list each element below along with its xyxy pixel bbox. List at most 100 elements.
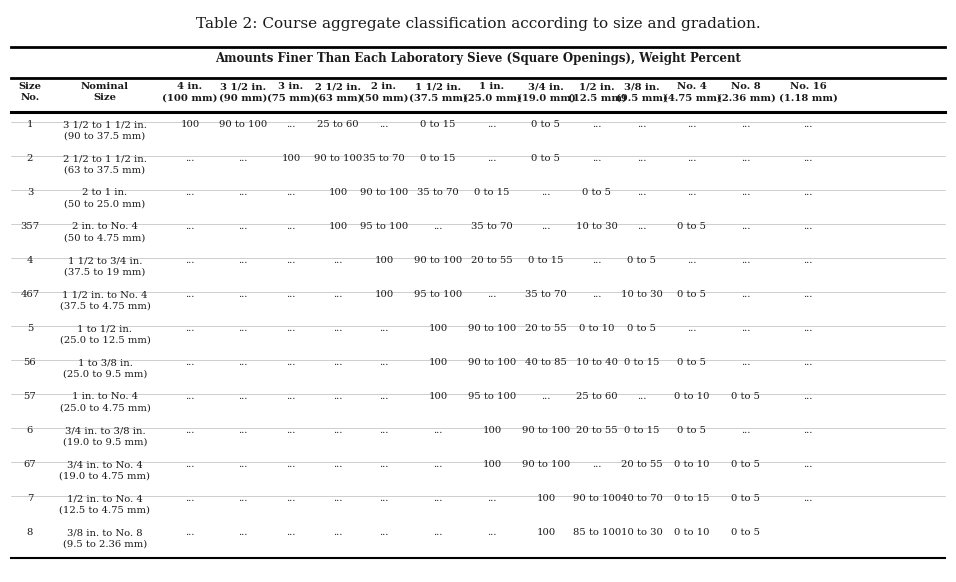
Text: 4 in.
(100 mm): 4 in. (100 mm) [163,82,218,102]
Text: ...: ... [334,528,342,537]
Text: 100: 100 [483,460,502,469]
Text: ...: ... [238,426,248,435]
Text: 0 to 5: 0 to 5 [678,358,706,367]
Text: ...: ... [541,392,551,401]
Text: 10 to 30: 10 to 30 [576,222,618,231]
Text: 6: 6 [27,426,33,435]
Text: 467: 467 [20,290,39,299]
Text: ...: ... [286,256,295,265]
Text: ...: ... [638,188,646,197]
Text: 8: 8 [27,528,33,537]
Text: 90 to 100: 90 to 100 [522,426,570,435]
Text: ...: ... [488,494,497,503]
Text: ...: ... [803,460,813,469]
Text: ...: ... [286,494,295,503]
Text: ...: ... [593,256,601,265]
Text: No. 4
(4.75 mm): No. 4 (4.75 mm) [663,82,722,102]
Text: ...: ... [334,324,342,333]
Text: ...: ... [593,460,601,469]
Text: 0 to 5: 0 to 5 [678,426,706,435]
Text: ...: ... [638,392,646,401]
Text: 0 to 15: 0 to 15 [674,494,709,503]
Text: ...: ... [334,426,342,435]
Text: 90 to 100: 90 to 100 [522,460,570,469]
Text: 1 1/2 in. to No. 4
(37.5 to 4.75 mm): 1 1/2 in. to No. 4 (37.5 to 4.75 mm) [59,290,150,310]
Text: 0 to 5: 0 to 5 [582,188,612,197]
Text: ...: ... [380,426,389,435]
Text: ...: ... [185,494,195,503]
Text: ...: ... [638,222,646,231]
Text: 57: 57 [24,392,36,401]
Text: ...: ... [433,528,443,537]
Text: ...: ... [741,222,750,231]
Text: ...: ... [185,188,195,197]
Text: 357: 357 [20,222,39,231]
Text: ...: ... [185,426,195,435]
Text: ...: ... [185,290,195,299]
Text: ...: ... [286,426,295,435]
Text: ...: ... [687,154,697,163]
Text: ...: ... [286,358,295,367]
Text: ...: ... [238,528,248,537]
Text: 0 to 10: 0 to 10 [579,324,615,333]
Text: 56: 56 [24,358,36,367]
Text: 10 to 30: 10 to 30 [621,290,663,299]
Text: 0 to 5: 0 to 5 [532,154,560,163]
Text: ...: ... [803,392,813,401]
Text: 3 1/2 in.
(90 mm): 3 1/2 in. (90 mm) [219,82,267,102]
Text: ...: ... [185,528,195,537]
Text: ...: ... [380,120,389,129]
Text: 90 to 100: 90 to 100 [314,154,362,163]
Text: ...: ... [687,324,697,333]
Text: 3/4 in.
(19.0 mm): 3/4 in. (19.0 mm) [516,82,576,102]
Text: ...: ... [741,154,750,163]
Text: 90 to 100: 90 to 100 [573,494,621,503]
Text: ...: ... [238,256,248,265]
Text: 1/2 in.
(12.5 mm): 1/2 in. (12.5 mm) [568,82,626,102]
Text: 10 to 40: 10 to 40 [576,358,618,367]
Text: 100: 100 [375,290,394,299]
Text: 1 in.
(25.0 mm): 1 in. (25.0 mm) [463,82,521,102]
Text: 1 to 1/2 in.
(25.0 to 12.5 mm): 1 to 1/2 in. (25.0 to 12.5 mm) [59,324,150,344]
Text: 100: 100 [328,222,348,231]
Text: 0 to 15: 0 to 15 [421,154,456,163]
Text: Table 2: Course aggregate classification according to size and gradation.: Table 2: Course aggregate classification… [196,17,760,31]
Text: 100: 100 [428,358,447,367]
Text: 3 in.
(75 mm): 3 in. (75 mm) [267,82,315,102]
Text: 3 1/2 to 1 1/2 in.
(90 to 37.5 mm): 3 1/2 to 1 1/2 in. (90 to 37.5 mm) [63,120,147,140]
Text: ...: ... [488,290,497,299]
Text: 1 to 3/8 in.
(25.0 to 9.5 mm): 1 to 3/8 in. (25.0 to 9.5 mm) [63,358,147,378]
Text: ...: ... [286,324,295,333]
Text: ...: ... [286,460,295,469]
Text: No. 16
(1.18 mm): No. 16 (1.18 mm) [778,82,837,102]
Text: 1 1/2 to 3/4 in.
(37.5 to 19 mm): 1 1/2 to 3/4 in. (37.5 to 19 mm) [64,256,145,276]
Text: ...: ... [803,324,813,333]
Text: ...: ... [185,460,195,469]
Text: ...: ... [433,460,443,469]
Text: ...: ... [380,494,389,503]
Text: ...: ... [380,324,389,333]
Text: ...: ... [541,188,551,197]
Text: 3: 3 [27,188,33,197]
Text: ...: ... [803,494,813,503]
Text: ...: ... [638,120,646,129]
Text: 100: 100 [428,324,447,333]
Text: 2 to 1 in.
(50 to 25.0 mm): 2 to 1 in. (50 to 25.0 mm) [64,188,145,208]
Text: ...: ... [185,324,195,333]
Text: 20 to 55: 20 to 55 [621,460,663,469]
Text: 0 to 5: 0 to 5 [678,290,706,299]
Text: 3/4 in. to No. 4
(19.0 to 4.75 mm): 3/4 in. to No. 4 (19.0 to 4.75 mm) [59,460,150,480]
Text: 35 to 70: 35 to 70 [363,154,405,163]
Text: ...: ... [334,460,342,469]
Text: 100: 100 [536,528,555,537]
Text: 0 to 10: 0 to 10 [674,460,709,469]
Text: 1 in. to No. 4
(25.0 to 4.75 mm): 1 in. to No. 4 (25.0 to 4.75 mm) [59,392,150,412]
Text: 0 to 15: 0 to 15 [624,358,660,367]
Text: ...: ... [741,426,750,435]
Text: 10 to 30: 10 to 30 [621,528,663,537]
Text: ...: ... [803,256,813,265]
Text: ...: ... [803,120,813,129]
Text: 1/2 in. to No. 4
(12.5 to 4.75 mm): 1/2 in. to No. 4 (12.5 to 4.75 mm) [59,494,150,514]
Text: ...: ... [741,256,750,265]
Text: ...: ... [741,188,750,197]
